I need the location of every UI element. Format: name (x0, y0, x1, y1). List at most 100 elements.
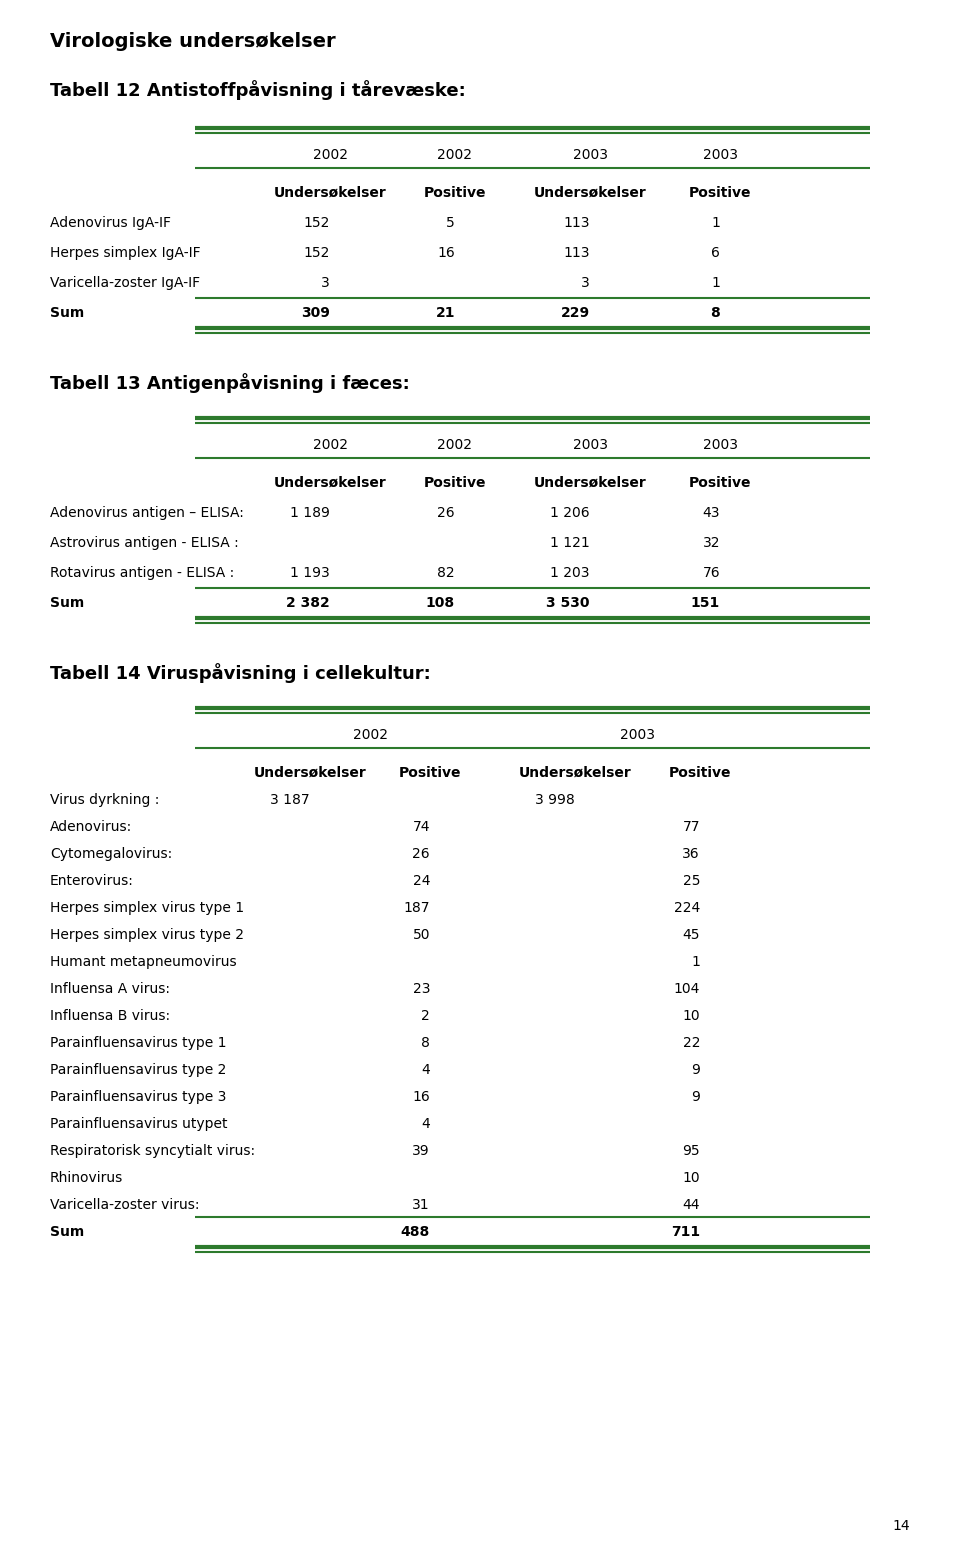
Text: 3: 3 (581, 275, 590, 289)
Text: 2003: 2003 (703, 438, 737, 452)
Text: 3: 3 (322, 275, 330, 289)
Text: 16: 16 (437, 246, 455, 260)
Text: Sum: Sum (50, 1225, 84, 1239)
Text: 2003: 2003 (703, 149, 737, 162)
Text: 1 206: 1 206 (550, 506, 590, 520)
Text: Undersøkelser: Undersøkelser (534, 186, 646, 200)
Text: 32: 32 (703, 535, 720, 551)
Text: 39: 39 (413, 1143, 430, 1159)
Text: Sum: Sum (50, 596, 84, 610)
Text: 108: 108 (426, 596, 455, 610)
Text: 3 187: 3 187 (271, 794, 310, 808)
Text: 113: 113 (564, 246, 590, 260)
Text: 9: 9 (691, 1063, 700, 1077)
Text: 4: 4 (421, 1063, 430, 1077)
Text: Herpes simplex virus type 1: Herpes simplex virus type 1 (50, 900, 244, 914)
Text: 14: 14 (893, 1519, 910, 1533)
Text: Positive: Positive (423, 186, 487, 200)
Text: 82: 82 (438, 566, 455, 580)
Text: Undersøkelser: Undersøkelser (518, 766, 632, 780)
Text: Influensa B virus:: Influensa B virus: (50, 1009, 170, 1023)
Text: Positive: Positive (398, 766, 461, 780)
Text: 16: 16 (412, 1091, 430, 1105)
Text: Parainfluensavirus type 2: Parainfluensavirus type 2 (50, 1063, 227, 1077)
Text: 22: 22 (683, 1036, 700, 1050)
Text: 26: 26 (438, 506, 455, 520)
Text: Virologiske undersøkelser: Virologiske undersøkelser (50, 32, 336, 51)
Text: 36: 36 (683, 848, 700, 862)
Text: 152: 152 (303, 217, 330, 231)
Text: 187: 187 (403, 900, 430, 914)
Text: 1 189: 1 189 (290, 506, 330, 520)
Text: Undersøkelser: Undersøkelser (274, 476, 386, 490)
Text: Undersøkelser: Undersøkelser (274, 186, 386, 200)
Text: 2: 2 (421, 1009, 430, 1023)
Text: 2002: 2002 (313, 149, 348, 162)
Text: 8: 8 (421, 1036, 430, 1050)
Text: 1: 1 (691, 954, 700, 968)
Text: Herpes simplex IgA-IF: Herpes simplex IgA-IF (50, 246, 201, 260)
Text: Cytomegalovirus:: Cytomegalovirus: (50, 848, 172, 862)
Text: 151: 151 (691, 596, 720, 610)
Text: 23: 23 (413, 982, 430, 996)
Text: 224: 224 (674, 900, 700, 914)
Text: 1 121: 1 121 (550, 535, 590, 551)
Text: Respiratorisk syncytialt virus:: Respiratorisk syncytialt virus: (50, 1143, 255, 1159)
Text: 50: 50 (413, 928, 430, 942)
Text: 31: 31 (413, 1197, 430, 1211)
Text: 2003: 2003 (572, 149, 608, 162)
Text: 45: 45 (683, 928, 700, 942)
Text: 3 530: 3 530 (546, 596, 590, 610)
Text: 4: 4 (421, 1117, 430, 1131)
Text: 1: 1 (711, 217, 720, 231)
Text: Herpes simplex virus type 2: Herpes simplex virus type 2 (50, 928, 244, 942)
Text: 95: 95 (683, 1143, 700, 1159)
Text: Adenovirus:: Adenovirus: (50, 820, 132, 834)
Text: Parainfluensavirus type 3: Parainfluensavirus type 3 (50, 1091, 227, 1105)
Text: 74: 74 (413, 820, 430, 834)
Text: 76: 76 (703, 566, 720, 580)
Text: 8: 8 (710, 306, 720, 320)
Text: Humant metapneumovirus: Humant metapneumovirus (50, 954, 236, 968)
Text: 44: 44 (683, 1197, 700, 1211)
Text: 1 193: 1 193 (290, 566, 330, 580)
Text: 2003: 2003 (572, 438, 608, 452)
Text: Astrovirus antigen - ELISA :: Astrovirus antigen - ELISA : (50, 535, 239, 551)
Text: Tabell 13 Antigenpåvisning i fæces:: Tabell 13 Antigenpåvisning i fæces: (50, 373, 410, 393)
Text: Virus dyrkning :: Virus dyrkning : (50, 794, 159, 808)
Text: 1 203: 1 203 (550, 566, 590, 580)
Text: 5: 5 (446, 217, 455, 231)
Text: Sum: Sum (50, 306, 84, 320)
Text: Influensa A virus:: Influensa A virus: (50, 982, 170, 996)
Text: 21: 21 (436, 306, 455, 320)
Text: Positive: Positive (669, 766, 732, 780)
Text: Varicella-zoster IgA-IF: Varicella-zoster IgA-IF (50, 275, 200, 289)
Text: 2002: 2002 (313, 438, 348, 452)
Text: 152: 152 (303, 246, 330, 260)
Text: 26: 26 (413, 848, 430, 862)
Text: Rotavirus antigen - ELISA :: Rotavirus antigen - ELISA : (50, 566, 234, 580)
Text: Parainfluensavirus utypet: Parainfluensavirus utypet (50, 1117, 228, 1131)
Text: 6: 6 (711, 246, 720, 260)
Text: 10: 10 (683, 1171, 700, 1185)
Text: 10: 10 (683, 1009, 700, 1023)
Text: Undersøkelser: Undersøkelser (253, 766, 367, 780)
Text: 3 998: 3 998 (536, 794, 575, 808)
Text: 488: 488 (400, 1225, 430, 1239)
Text: Undersøkelser: Undersøkelser (534, 476, 646, 490)
Text: Adenovirus IgA-IF: Adenovirus IgA-IF (50, 217, 171, 231)
Text: Rhinovirus: Rhinovirus (50, 1171, 123, 1185)
Text: 113: 113 (564, 217, 590, 231)
Text: Enterovirus:: Enterovirus: (50, 874, 133, 888)
Text: 309: 309 (301, 306, 330, 320)
Text: 229: 229 (561, 306, 590, 320)
Text: Tabell 14 Viruspåvisning i cellekultur:: Tabell 14 Viruspåvisning i cellekultur: (50, 664, 431, 682)
Text: 24: 24 (413, 874, 430, 888)
Text: 104: 104 (674, 982, 700, 996)
Text: 43: 43 (703, 506, 720, 520)
Text: 2002: 2002 (438, 149, 472, 162)
Text: 77: 77 (683, 820, 700, 834)
Text: Positive: Positive (423, 476, 487, 490)
Text: Adenovirus antigen – ELISA:: Adenovirus antigen – ELISA: (50, 506, 244, 520)
Text: 711: 711 (671, 1225, 700, 1239)
